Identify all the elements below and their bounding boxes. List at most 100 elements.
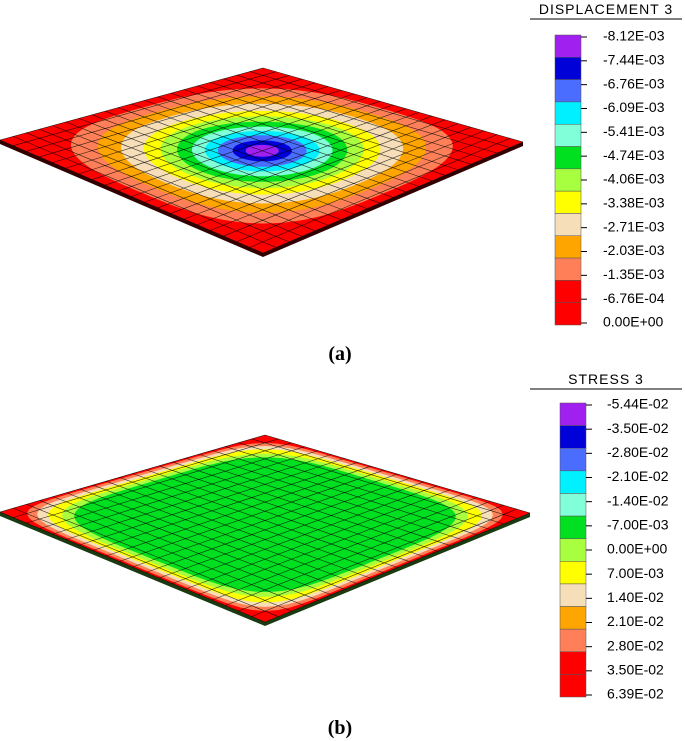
mesh-line: [223, 78, 485, 159]
mesh-line: [145, 469, 411, 563]
mesh-line: [262, 141, 524, 254]
legend-label: -7.00E-03: [607, 517, 669, 533]
legend-label: -6.76E-03: [603, 75, 665, 91]
mesh-line: [157, 112, 420, 209]
mesh-line: [249, 71, 511, 148]
mesh-line: [170, 92, 433, 182]
caption: (a): [328, 343, 351, 365]
legend-label: -5.41E-03: [603, 123, 665, 139]
legend-title: STRESS 3: [568, 371, 644, 387]
legend-label: -3.50E-02: [607, 420, 669, 436]
legend-label: 1.40E-02: [607, 589, 664, 605]
mesh-line: [197, 123, 459, 226]
mesh-line: [184, 89, 446, 176]
mesh-line: [131, 104, 394, 197]
mesh-line: [264, 434, 531, 514]
mesh-line: [251, 508, 517, 617]
legend-swatch: [559, 470, 587, 494]
legend-swatch: [559, 447, 587, 472]
legend-swatch: [554, 57, 582, 80]
legend-swatch: [559, 628, 587, 653]
legend-label: -2.03E-03: [603, 242, 665, 258]
mesh-line: [185, 489, 451, 590]
plate: [0, 434, 531, 626]
legend-label: -4.74E-03: [603, 147, 665, 163]
legend-swatch: [554, 123, 582, 147]
mesh-line: [198, 493, 464, 595]
legend-label: -6.09E-03: [603, 99, 665, 115]
legend-swatch: [559, 583, 587, 607]
legend-swatch: [554, 190, 582, 214]
plate: [0, 67, 524, 257]
legend-label: -8.12E-03: [603, 28, 665, 44]
legend-swatch: [559, 561, 587, 585]
legend-swatch: [559, 674, 587, 698]
legend-label: 0.00E+00: [607, 541, 668, 557]
mesh-line: [225, 446, 491, 530]
legend-label: -5.44E-02: [607, 396, 669, 412]
legend-swatch: [559, 515, 587, 539]
legend-swatch: [559, 538, 587, 562]
mesh-line: [198, 453, 464, 541]
mesh-line: [249, 138, 511, 248]
legend-swatch: [554, 213, 582, 237]
contour: [74, 457, 456, 592]
legend-label: 2.80E-02: [607, 637, 664, 653]
mesh-line: [236, 74, 498, 154]
legend-swatch: [559, 651, 587, 675]
mesh-line: [225, 501, 491, 606]
mesh-line: [144, 100, 407, 193]
legend-swatch: [559, 402, 587, 426]
legend-label: -7.44E-03: [603, 52, 665, 68]
legend-swatch: [554, 34, 582, 58]
legend-swatch: [554, 280, 582, 303]
legend-swatch: [554, 302, 582, 326]
legend-label: 2.10E-02: [607, 613, 664, 629]
legend-label: -2.10E-02: [607, 468, 669, 484]
mesh-line: [170, 115, 433, 214]
mesh-line: [210, 82, 472, 165]
mesh-line: [211, 497, 478, 601]
mesh-line: [158, 481, 425, 579]
legend-swatch: [554, 79, 582, 103]
legend-label: -1.35E-03: [603, 266, 665, 282]
legend-label: 7.00E-03: [607, 565, 664, 581]
legend-label: -6.76E-04: [603, 290, 665, 306]
mesh-line: [236, 134, 498, 242]
legend-label: -1.40E-02: [607, 492, 669, 508]
legend-label: -4.06E-03: [603, 171, 665, 187]
mesh-line: [264, 512, 531, 623]
caption: (b): [328, 717, 352, 739]
legend-swatch: [554, 168, 582, 192]
legend-swatch: [559, 606, 587, 630]
legend-swatch: [554, 146, 582, 170]
mesh-line: [251, 438, 517, 519]
mesh-line: [185, 457, 451, 546]
mesh-line: [211, 450, 478, 536]
legend-label: -3.38E-03: [603, 195, 665, 211]
legend-title: DISPLACEMENT 3: [539, 1, 673, 17]
mesh-line: [223, 130, 485, 237]
legend-label: 3.50E-02: [607, 662, 664, 678]
legend-label: 0.00E+00: [603, 314, 664, 330]
legend-label: 6.39E-02: [607, 686, 664, 702]
legend-swatch: [554, 235, 582, 259]
legend-swatch: [559, 425, 587, 449]
mesh-line: [172, 461, 438, 552]
mesh-line: [172, 485, 438, 584]
mesh-line: [144, 108, 407, 203]
mesh-line: [145, 477, 411, 573]
legend-swatch: [554, 257, 582, 281]
mesh-line: [197, 85, 459, 171]
mesh-line: [238, 504, 504, 612]
mesh-line: [183, 119, 446, 220]
legend-label: -2.80E-02: [607, 444, 669, 460]
legend-swatch: [559, 493, 587, 517]
mesh-line: [262, 67, 524, 143]
mesh-line: [157, 96, 420, 187]
legend-swatch: [554, 101, 582, 125]
mesh-line: [158, 465, 425, 557]
mesh-line: [210, 126, 472, 231]
legend-label: -2.71E-03: [603, 218, 665, 234]
